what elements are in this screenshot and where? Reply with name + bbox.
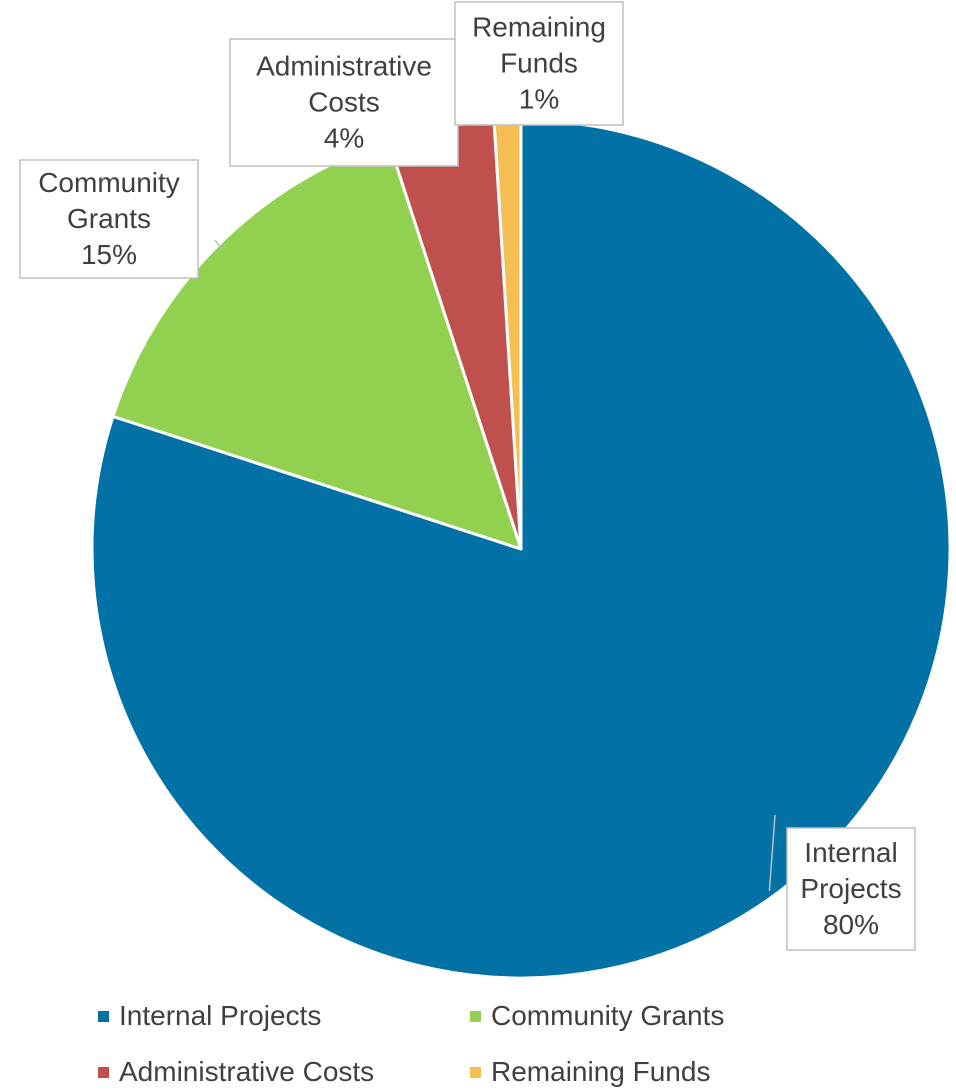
legend-label-internal-projects: Internal Projects [119, 1000, 322, 1031]
data-labels: Internal Projects 80% Community Grants 15% Adm… [19, 1, 916, 951]
legend-label-administrative-costs: Administrative Costs [119, 1056, 375, 1087]
legend-swatch-remaining-funds [470, 1066, 481, 1078]
chart-legend: Internal Projects Community Grants Admin… [90, 1000, 790, 1088]
legend-label-community-grants: Community Grants [491, 1000, 725, 1031]
data-label-line-community-grants-0: Community [38, 167, 180, 198]
leader-line-internal-projects [768, 814, 776, 891]
data-label-line-administrative-costs-1: Costs [308, 87, 380, 118]
data-label-line-administrative-costs-0: Administrative [256, 51, 432, 82]
legend-label-remaining-funds: Remaining Funds [491, 1056, 711, 1087]
data-label-line-community-grants-2: 15% [81, 239, 137, 270]
data-label-administrative-costs: Administrative Costs 4% [229, 38, 459, 167]
legend-swatch-internal-projects [98, 1010, 109, 1022]
data-label-line-community-grants-1: Grants [67, 203, 151, 234]
data-label-box-internal-projects [786, 827, 916, 951]
data-label-box-community-grants [19, 159, 199, 279]
legend-item-administrative-costs: Administrative Costs [90, 1056, 462, 1088]
data-label-line-remaining-funds-2: 1% [519, 84, 559, 115]
pie-slices [90, 118, 952, 980]
data-label-internal-projects: Internal Projects 80% [786, 827, 916, 951]
data-label-community-grants: Community Grants 15% [19, 159, 199, 279]
legend-item-community-grants: Community Grants [462, 1000, 792, 1032]
data-label-remaining-funds: Remaining Funds 1% [454, 1, 624, 126]
data-label-line-remaining-funds-1: Funds [500, 48, 578, 79]
data-label-line-internal-projects-0: Internal [804, 837, 897, 868]
legend-item-internal-projects: Internal Projects [90, 1000, 462, 1032]
legend-swatch-administrative-costs [98, 1066, 109, 1078]
leader-line-community-grants [214, 239, 223, 251]
data-label-line-internal-projects-2: 80% [823, 909, 879, 940]
data-label-box-administrative-costs [229, 38, 459, 167]
legend-swatch-community-grants [470, 1010, 481, 1022]
legend-item-remaining-funds: Remaining Funds [462, 1056, 792, 1088]
data-label-line-administrative-costs-2: 4% [324, 123, 364, 154]
data-label-box-remaining-funds [454, 1, 624, 126]
data-label-line-internal-projects-1: Projects [800, 873, 901, 904]
data-label-line-remaining-funds-0: Remaining [472, 12, 606, 43]
